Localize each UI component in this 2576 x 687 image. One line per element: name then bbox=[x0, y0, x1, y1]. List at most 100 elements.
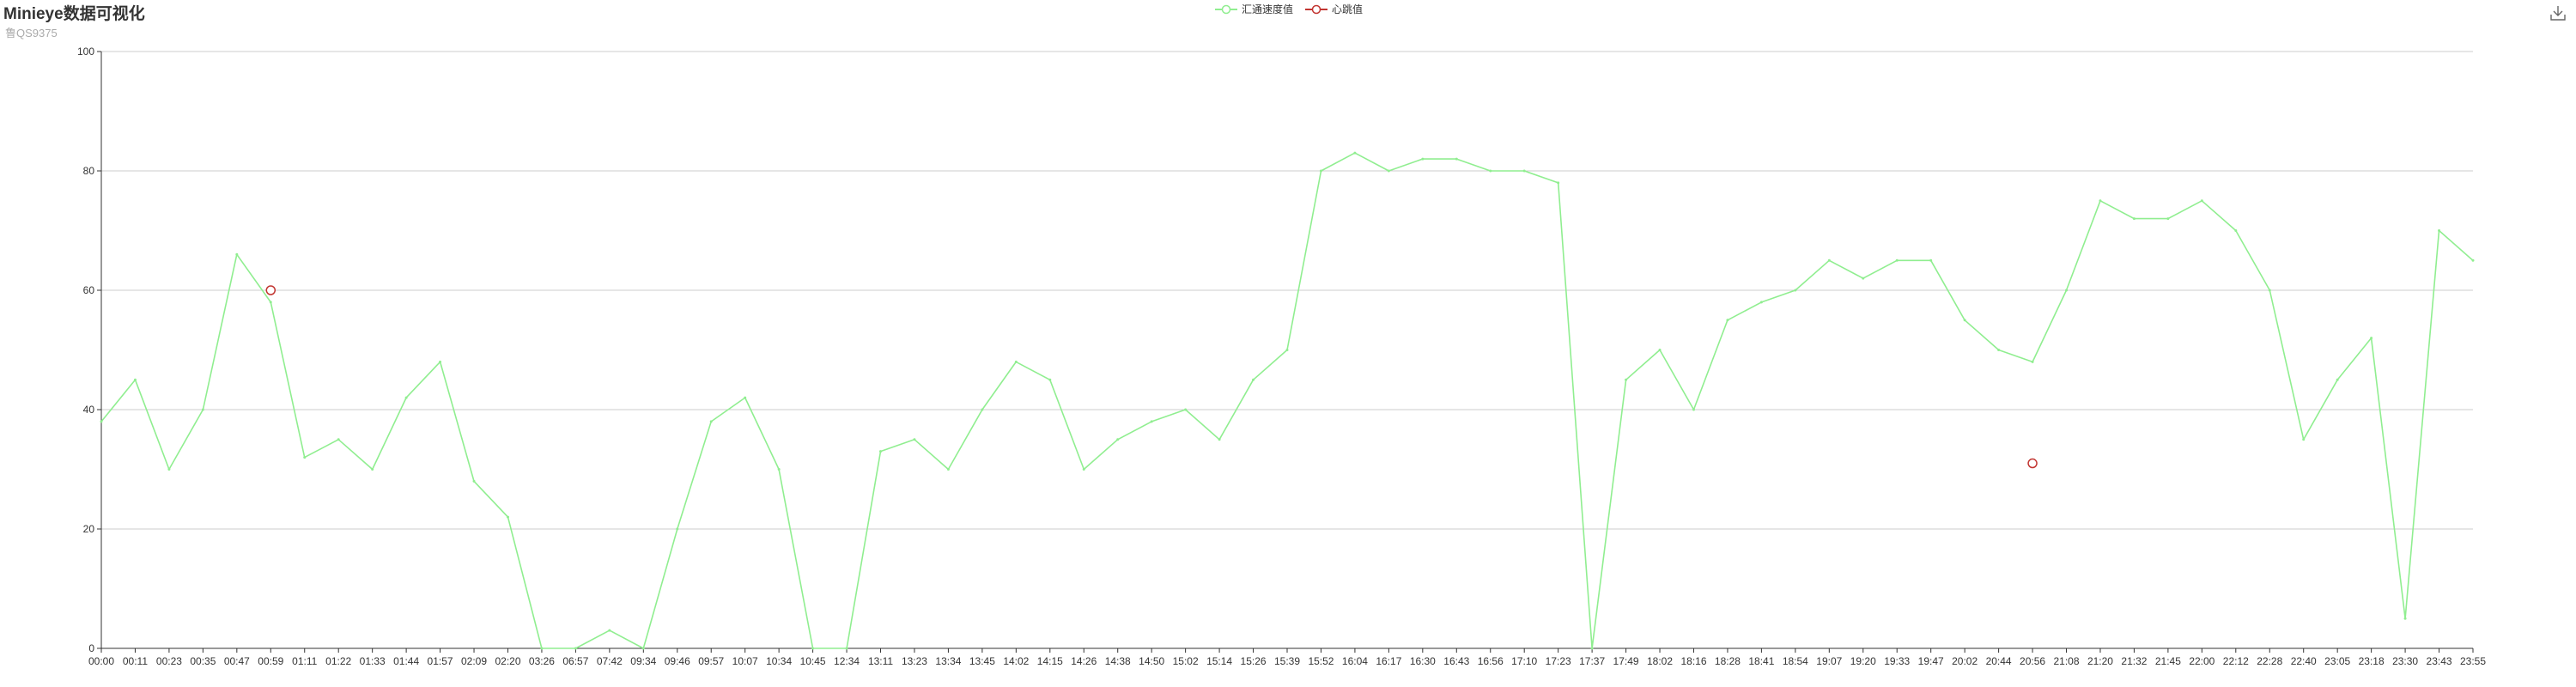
speed-point bbox=[608, 629, 611, 632]
x-tick-label: 02:20 bbox=[495, 655, 520, 667]
x-tick-label: 23:43 bbox=[2427, 655, 2452, 667]
x-tick-label: 16:43 bbox=[1443, 655, 1469, 667]
x-tick-label: 00:35 bbox=[190, 655, 216, 667]
speed-point bbox=[1319, 169, 1322, 173]
speed-point bbox=[1963, 319, 1966, 322]
speed-point bbox=[2438, 229, 2441, 232]
y-tick-label: 100 bbox=[77, 46, 94, 58]
x-tick-label: 18:28 bbox=[1715, 655, 1741, 667]
speed-point bbox=[1387, 169, 1390, 173]
speed-point bbox=[1218, 438, 1221, 441]
speed-point bbox=[1489, 169, 1492, 173]
x-tick-label: 00:23 bbox=[156, 655, 182, 667]
chart-legend: 汇通速度值 心跳值 bbox=[1215, 2, 1363, 16]
x-tick-label: 10:34 bbox=[766, 655, 792, 667]
speed-point bbox=[506, 515, 509, 519]
x-tick-label: 13:45 bbox=[969, 655, 995, 667]
x-tick-label: 23:05 bbox=[2324, 655, 2350, 667]
speed-point bbox=[676, 527, 679, 531]
x-tick-label: 15:39 bbox=[1274, 655, 1300, 667]
x-tick-label: 17:23 bbox=[1546, 655, 1571, 667]
y-tick-label: 80 bbox=[83, 165, 95, 177]
x-tick-label: 00:11 bbox=[123, 655, 148, 667]
x-tick-label: 16:56 bbox=[1478, 655, 1504, 667]
series-line-speed bbox=[100, 152, 2474, 649]
chart-subtitle: 鲁QS9375 bbox=[5, 27, 58, 40]
speed-point bbox=[1997, 349, 2001, 351]
x-tick-label: 15:14 bbox=[1206, 655, 1232, 667]
x-tick-label: 22:40 bbox=[2291, 655, 2317, 667]
speed-point bbox=[913, 438, 916, 441]
x-tick-label: 21:20 bbox=[2087, 655, 2113, 667]
x-tick-label: 16:30 bbox=[1410, 655, 1436, 667]
x-tick-label: 17:37 bbox=[1579, 655, 1605, 667]
x-tick-label: 02:09 bbox=[461, 655, 487, 667]
x-tick-label: 20:02 bbox=[1952, 655, 1978, 667]
speed-point bbox=[1929, 258, 1933, 262]
speed-point bbox=[1590, 647, 1594, 650]
speed-point bbox=[641, 647, 645, 650]
speed-point bbox=[1353, 151, 1357, 155]
speed-point bbox=[2268, 289, 2271, 292]
x-tick-label: 03:26 bbox=[529, 655, 555, 667]
x-tick-label: 09:57 bbox=[698, 655, 724, 667]
x-tick-label: 01:22 bbox=[325, 655, 351, 667]
x-tick-label: 18:54 bbox=[1783, 655, 1808, 667]
legend-label-speed: 汇通速度值 bbox=[1242, 3, 1294, 15]
speed-point bbox=[167, 468, 171, 471]
x-tick-label: 09:46 bbox=[665, 655, 690, 667]
x-tick-label: 14:02 bbox=[1003, 655, 1029, 667]
speed-point bbox=[1759, 301, 1763, 304]
x-tick-label: 09:34 bbox=[630, 655, 656, 667]
legend-item-heartbeat[interactable]: 心跳值 bbox=[1305, 2, 1363, 16]
speed-point bbox=[2200, 199, 2203, 203]
x-tick-label: 23:18 bbox=[2359, 655, 2385, 667]
x-tick-label: 01:57 bbox=[428, 655, 453, 667]
x-tick-label: 22:12 bbox=[2223, 655, 2249, 667]
speed-point bbox=[1862, 277, 1865, 280]
speed-point bbox=[946, 468, 950, 471]
x-tick-label: 19:33 bbox=[1884, 655, 1910, 667]
speed-point bbox=[811, 647, 815, 650]
speed-point bbox=[100, 420, 103, 423]
x-tick-label: 01:11 bbox=[292, 655, 317, 667]
speed-point bbox=[1726, 319, 1729, 322]
speed-point bbox=[845, 647, 848, 650]
x-tick-label: 13:11 bbox=[868, 655, 893, 667]
download-icon[interactable] bbox=[2549, 3, 2567, 22]
legend-item-speed[interactable]: 汇通速度值 bbox=[1215, 2, 1293, 16]
x-tick-label: 00:47 bbox=[224, 655, 250, 667]
x-tick-label: 23:30 bbox=[2392, 655, 2418, 667]
x-tick-label: 22:28 bbox=[2257, 655, 2282, 667]
heartbeat-point[interactable] bbox=[2027, 458, 2038, 469]
x-tick-label: 14:38 bbox=[1105, 655, 1131, 667]
x-tick-label: 18:02 bbox=[1647, 655, 1673, 667]
x-tick-label: 17:49 bbox=[1613, 655, 1639, 667]
heartbeat-point[interactable] bbox=[265, 285, 276, 295]
speed-point bbox=[1150, 420, 1153, 423]
speed-point bbox=[1116, 438, 1120, 441]
x-tick-label: 18:41 bbox=[1748, 655, 1774, 667]
x-tick-label: 14:26 bbox=[1071, 655, 1097, 667]
speed-point bbox=[2471, 258, 2475, 262]
speed-point bbox=[472, 479, 476, 483]
speed-point bbox=[371, 468, 374, 471]
x-tick-label: 10:07 bbox=[732, 655, 758, 667]
legend-label-heartbeat: 心跳值 bbox=[1332, 3, 1364, 15]
speed-point bbox=[879, 450, 883, 453]
speed-point bbox=[1285, 349, 1289, 351]
x-tick-label: 21:32 bbox=[2121, 655, 2147, 667]
x-tick-label: 23:55 bbox=[2460, 655, 2486, 667]
speed-point bbox=[235, 252, 239, 256]
x-tick-label: 21:45 bbox=[2155, 655, 2181, 667]
speed-point bbox=[1658, 349, 1662, 351]
x-tick-label: 20:56 bbox=[2020, 655, 2045, 667]
speed-point bbox=[574, 647, 577, 650]
speed-point bbox=[2302, 438, 2306, 441]
speed-point bbox=[404, 396, 408, 399]
x-tick-label: 15:02 bbox=[1173, 655, 1199, 667]
x-tick-label: 19:20 bbox=[1850, 655, 1876, 667]
speed-point bbox=[2336, 378, 2339, 381]
speed-point bbox=[2234, 229, 2238, 232]
